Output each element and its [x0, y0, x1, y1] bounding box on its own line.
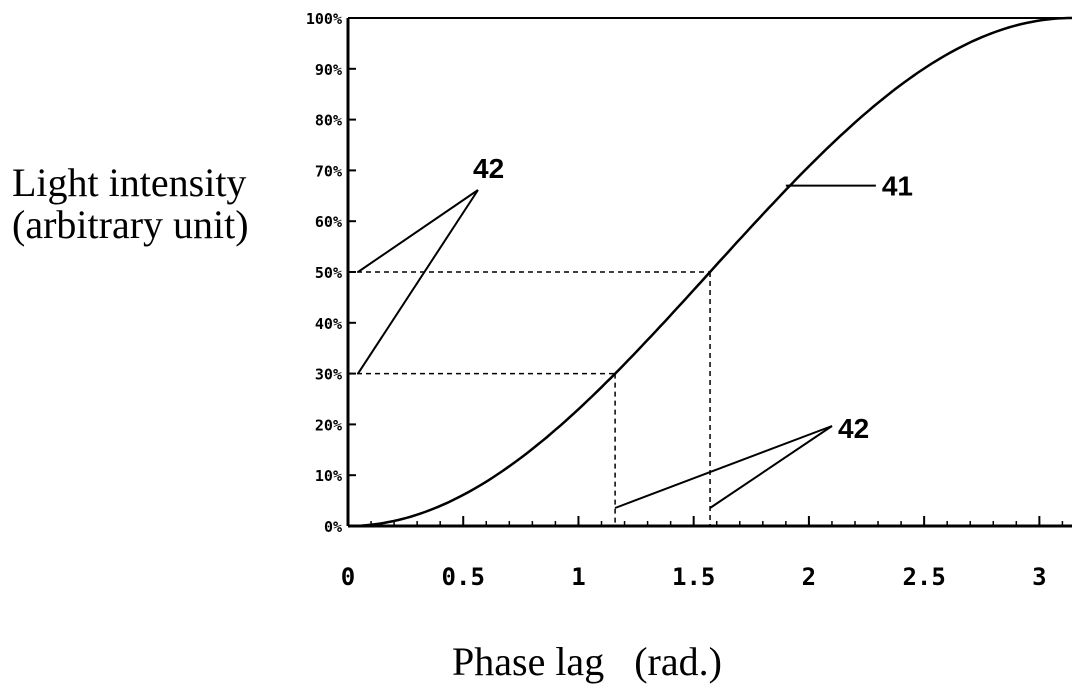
y-tick-label: 50% — [315, 264, 342, 282]
annotation-42-bottom-label: 42 — [838, 413, 869, 444]
y-tick-label: 40% — [315, 315, 342, 333]
x-tick-label: 0 — [341, 563, 355, 591]
x-tick-label: 1.5 — [672, 563, 715, 591]
y-tick-label: 100% — [306, 10, 342, 28]
plot-area: 0% 10% 20% 30% 40% 50% 60% 70% 80% 90% 100% 0 0.5 1 1.… — [306, 10, 1072, 591]
x-tick-label: 2.5 — [902, 563, 945, 591]
annotation-42-left-leader — [357, 189, 479, 375]
x-tick-label: 2 — [802, 563, 816, 591]
x-tick-label: 3 — [1032, 563, 1046, 591]
annotation-41-label: 41 — [882, 171, 913, 202]
y-tick-label: 20% — [315, 416, 342, 434]
y-axis-label-line-2: (arbitrary unit) — [12, 202, 249, 247]
x-axis-label: Phase lag (rad.) — [452, 639, 722, 684]
y-tick-label: 90% — [315, 61, 342, 79]
y-tick-label: 80% — [315, 112, 342, 130]
y-tick-label: 10% — [315, 467, 342, 485]
y-tick-label: 70% — [315, 162, 342, 180]
annotation-42-left-label: 42 — [473, 153, 504, 184]
x-tick-label: 1 — [571, 563, 585, 591]
y-tick-label: 60% — [315, 213, 342, 231]
series-41-line — [348, 16, 1072, 528]
annotation-42-left-leader — [357, 189, 479, 273]
y-axis-label-line-1: Light intensity — [12, 160, 247, 205]
annotation-42-bottom-leader — [709, 425, 833, 509]
annotation-42-bottom-leader — [614, 425, 833, 509]
y-tick-label: 0% — [324, 518, 342, 536]
y-tick-label: 30% — [315, 366, 342, 384]
x-tick-label: 0.5 — [442, 563, 485, 591]
